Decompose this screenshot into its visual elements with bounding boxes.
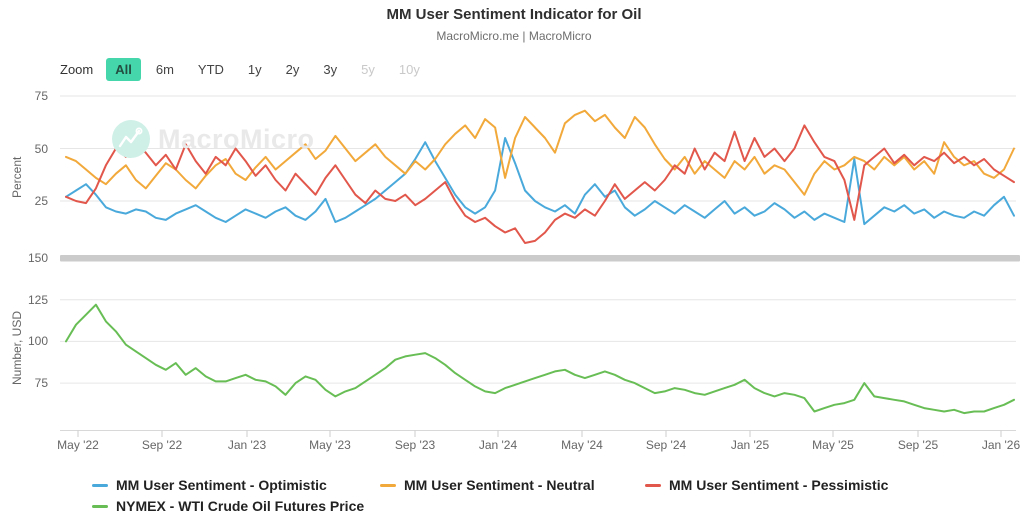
x-axis-label: May '24 [561,438,603,452]
range-button-6m[interactable]: 6m [147,58,183,81]
legend-item-optimistic[interactable]: MM User Sentiment - Optimistic [92,476,327,494]
x-axis-label: May '23 [309,438,351,452]
legend-label: NYMEX - WTI Crude Oil Futures Price [116,498,365,514]
legend-label: MM User Sentiment - Neutral [404,477,595,493]
x-axis-label: Sep '22 [141,438,183,452]
y-axis-label-usd: 75 [34,376,48,391]
legend-dash-neutral [380,483,396,487]
range-toolbar: Zoom All 6m YTD 1y 2y 3y 5y 10y [60,58,432,81]
legend-dash-wti [92,504,108,508]
legend-item-wti[interactable]: NYMEX - WTI Crude Oil Futures Price [92,497,364,515]
x-axis-label: Sep '25 [897,438,939,452]
range-button-3y[interactable]: 3y [314,58,346,81]
range-button-all[interactable]: All [106,58,141,81]
zoom-label: Zoom [60,62,94,77]
legend-dash-pessimistic [645,483,661,487]
legend-item-neutral[interactable]: MM User Sentiment - Neutral [380,476,595,494]
range-button-1y[interactable]: 1y [239,58,271,81]
x-axis-label: Jan '24 [478,438,518,452]
range-button-ytd[interactable]: YTD [189,58,233,81]
y-axis-label-percent: 25 [34,194,48,208]
page-title: MM User Sentiment Indicator for Oil [386,6,642,23]
x-axis-label: Sep '23 [394,438,436,452]
x-axis-label: Jan '26 [981,438,1021,452]
range-button-5y: 5y [352,58,384,81]
legend-dash-optimistic [92,483,108,487]
x-axis-label: May '22 [57,438,99,452]
x-axis-label: Jan '23 [227,438,267,452]
y-axis-label-percent: 50 [34,141,48,156]
y-axis-label-usd: 100 [27,334,48,349]
legend-label: MM User Sentiment - Optimistic [116,477,327,493]
y-axis-label-percent: 75 [34,89,48,103]
legend-item-pessimistic[interactable]: MM User Sentiment - Pessimistic [645,476,888,494]
y-axis-label-usd: 150 [27,251,48,265]
x-axis-label: Sep '24 [645,438,687,452]
range-button-10y: 10y [390,58,429,81]
range-button-2y[interactable]: 2y [277,58,309,81]
x-axis-label: May '25 [812,438,854,452]
x-axis-label: Jan '25 [730,438,770,452]
legend-label: MM User Sentiment - Pessimistic [669,477,889,493]
y-axis-label-usd: 125 [27,292,48,307]
chart-subtitle: MacroMicro.me | MacroMicro [436,29,592,43]
